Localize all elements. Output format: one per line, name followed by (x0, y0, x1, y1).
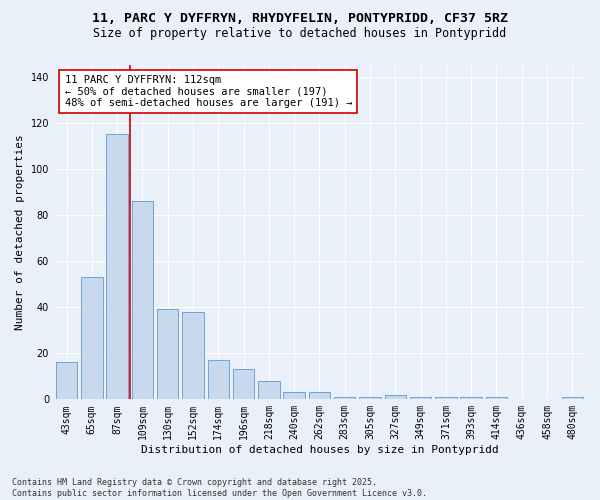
Bar (283, 392, 305, 400)
Bar (258, 381, 280, 400)
Bar (81, 277, 103, 400)
Bar (309, 392, 330, 400)
Bar (182, 312, 204, 400)
Bar (157, 310, 178, 400)
Text: 11 PARC Y DYFFRYN: 112sqm
← 50% of detached houses are smaller (197)
48% of semi: 11 PARC Y DYFFRYN: 112sqm ← 50% of detac… (65, 75, 352, 108)
X-axis label: Distribution of detached houses by size in Pontypridd: Distribution of detached houses by size … (140, 445, 499, 455)
Bar (486, 397, 507, 400)
Text: 11, PARC Y DYFFRYN, RHYDYFELIN, PONTYPRIDD, CF37 5RZ: 11, PARC Y DYFFRYN, RHYDYFELIN, PONTYPRI… (92, 12, 508, 26)
Bar (208, 360, 229, 400)
Text: Contains HM Land Registry data © Crown copyright and database right 2025.
Contai: Contains HM Land Registry data © Crown c… (12, 478, 427, 498)
Bar (562, 397, 583, 400)
Bar (131, 201, 153, 400)
Bar (334, 397, 355, 400)
Bar (410, 397, 431, 400)
Y-axis label: Number of detached properties: Number of detached properties (15, 134, 25, 330)
Bar (435, 397, 457, 400)
Bar (385, 394, 406, 400)
Bar (106, 134, 128, 400)
Bar (56, 362, 77, 400)
Bar (460, 397, 482, 400)
Text: Size of property relative to detached houses in Pontypridd: Size of property relative to detached ho… (94, 28, 506, 40)
Bar (233, 370, 254, 400)
Bar (359, 397, 381, 400)
